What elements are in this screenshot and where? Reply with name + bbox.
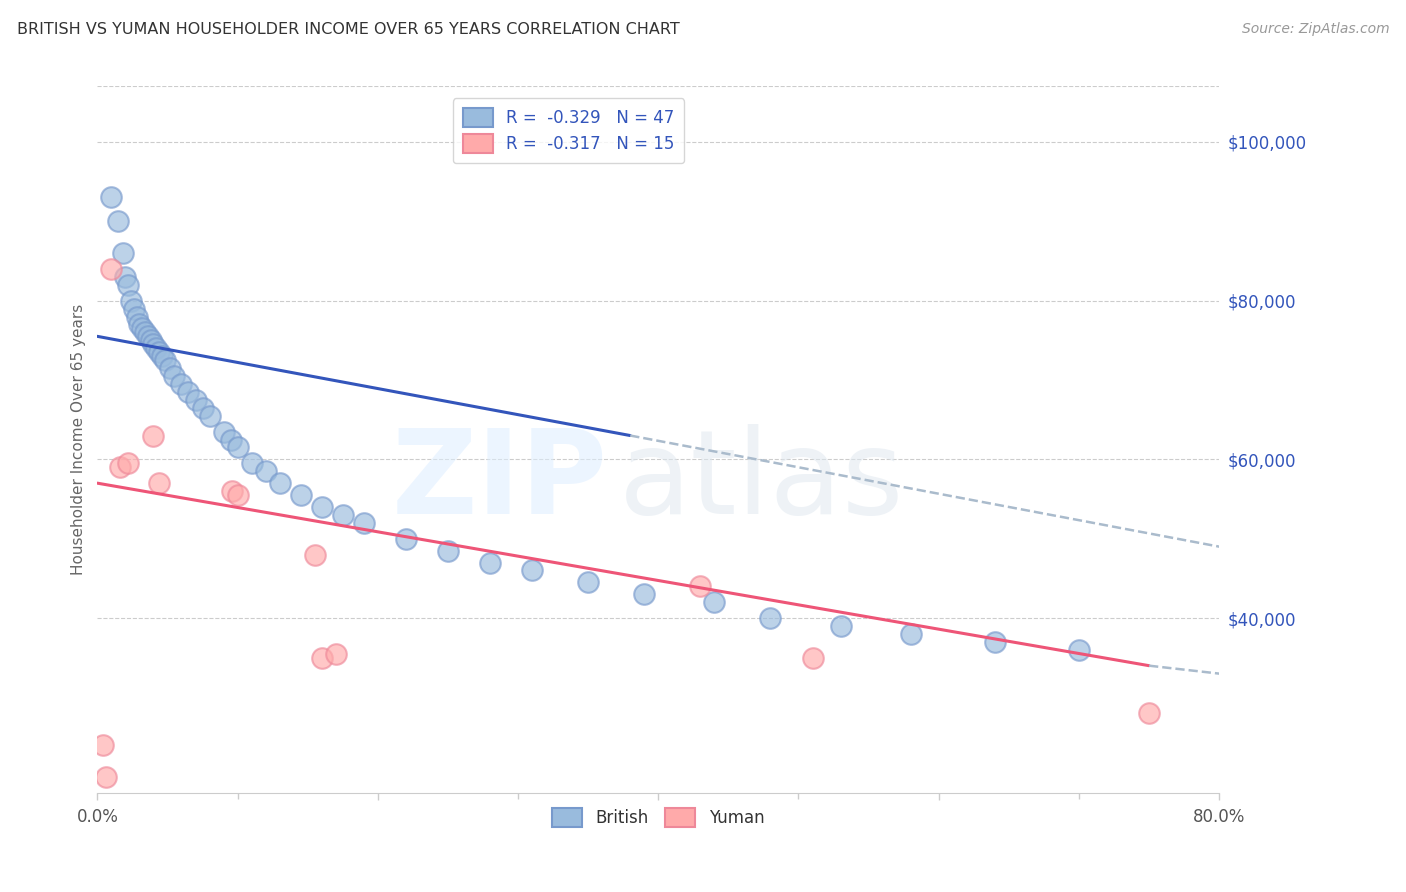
Point: [108, 460, 131, 475]
Point: [332, 508, 354, 522]
Point: [325, 647, 347, 661]
Point: [353, 516, 375, 530]
Point: [136, 329, 159, 343]
Point: [520, 564, 543, 578]
Point: [830, 619, 852, 633]
Point: [212, 425, 235, 439]
Point: [479, 556, 502, 570]
Point: [984, 635, 1007, 649]
Point: [117, 277, 139, 292]
Point: [107, 214, 129, 228]
Point: [254, 464, 277, 478]
Point: [226, 441, 249, 455]
Point: [633, 587, 655, 601]
Point: [94, 770, 117, 784]
Point: [170, 376, 193, 391]
Text: ZIP: ZIP: [392, 425, 607, 540]
Point: [114, 269, 136, 284]
Point: [576, 575, 599, 590]
Point: [759, 611, 782, 625]
Point: [900, 627, 922, 641]
Point: [191, 401, 214, 415]
Point: [131, 321, 153, 335]
Point: [153, 353, 176, 368]
Point: [1137, 706, 1160, 721]
Point: [395, 532, 418, 546]
Point: [219, 433, 242, 447]
Point: [128, 318, 150, 332]
Legend: British, Yuman: British, Yuman: [546, 801, 770, 834]
Point: [221, 484, 243, 499]
Text: atlas: atlas: [619, 425, 904, 540]
Point: [122, 301, 145, 316]
Point: [311, 650, 333, 665]
Point: [142, 337, 165, 351]
Point: [139, 334, 162, 348]
Point: [240, 456, 263, 470]
Point: [100, 261, 122, 276]
Text: BRITISH VS YUMAN HOUSEHOLDER INCOME OVER 65 YEARS CORRELATION CHART: BRITISH VS YUMAN HOUSEHOLDER INCOME OVER…: [17, 22, 679, 37]
Point: [91, 738, 114, 752]
Point: [145, 341, 167, 355]
Point: [1067, 642, 1090, 657]
Text: Source: ZipAtlas.com: Source: ZipAtlas.com: [1241, 22, 1389, 37]
Y-axis label: Householder Income Over 65 years: Householder Income Over 65 years: [72, 304, 86, 575]
Point: [177, 384, 200, 399]
Point: [226, 488, 249, 502]
Point: [148, 476, 170, 491]
Point: [437, 543, 460, 558]
Point: [703, 595, 725, 609]
Point: [120, 293, 142, 308]
Point: [311, 500, 333, 514]
Point: [159, 361, 181, 376]
Point: [148, 345, 170, 359]
Point: [142, 428, 165, 442]
Point: [689, 579, 711, 593]
Point: [134, 326, 156, 340]
Point: [125, 310, 148, 324]
Point: [117, 456, 139, 470]
Point: [198, 409, 221, 423]
Point: [100, 190, 122, 204]
Point: [304, 548, 326, 562]
Point: [290, 488, 312, 502]
Point: [184, 392, 207, 407]
Point: [801, 650, 824, 665]
Point: [269, 476, 291, 491]
Point: [163, 369, 186, 384]
Point: [111, 246, 134, 260]
Point: [150, 349, 173, 363]
